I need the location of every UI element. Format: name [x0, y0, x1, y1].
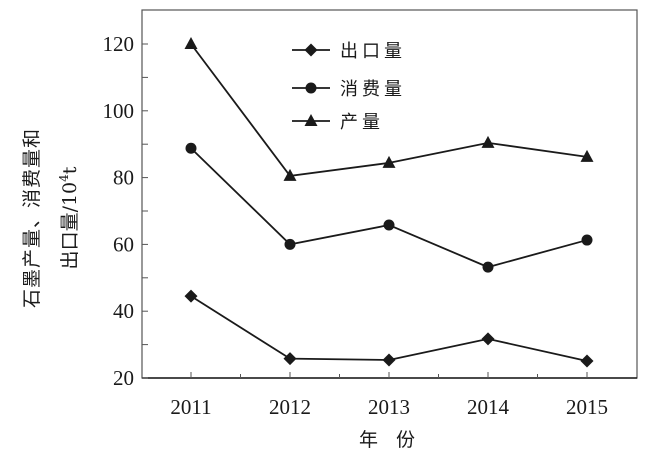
plot-frame [141, 9, 638, 379]
x-tick-label: 2014 [467, 395, 510, 419]
circle-marker-icon [581, 234, 593, 246]
legend-label: 出口量 [340, 41, 406, 62]
x-tick-label: 2015 [566, 395, 608, 419]
legend-item: 产量 [292, 112, 384, 133]
y-tick-label: 120 [103, 32, 135, 56]
series-circle [185, 142, 593, 273]
x-tick-label: 2011 [170, 395, 211, 419]
x-tick-label: 2012 [269, 395, 311, 419]
series-triangle [184, 37, 594, 181]
y-tick-label: 40 [113, 299, 134, 323]
x-tick-label: 2013 [368, 395, 410, 419]
legend-label: 产量 [340, 112, 384, 133]
circle-marker-icon [185, 142, 197, 154]
diamond-marker-icon [382, 353, 396, 367]
legend-item: 出口量 [292, 41, 406, 62]
y-tick-label: 20 [113, 366, 134, 390]
y-tick-label: 80 [113, 166, 134, 190]
diamond-marker-icon [184, 289, 198, 303]
y-axis-title-line2: 出口量/104t [57, 166, 81, 269]
y-tick-label: 100 [103, 99, 135, 123]
legend-item: 消费量 [292, 79, 406, 100]
y-tick-label: 60 [113, 232, 134, 256]
y-axis-title-line1: 石墨产量、消费量和 [21, 128, 43, 308]
x-axis: 2011 2012 2013 2014 2015 [170, 372, 608, 419]
circle-marker-icon [284, 238, 296, 250]
triangle-marker-icon [382, 155, 396, 168]
y-axis-title: 石墨产量、消费量和 [21, 128, 43, 308]
circle-marker-icon [383, 219, 395, 231]
diamond-marker-icon [481, 332, 495, 346]
y-axis-title-2: 出口量/104t [57, 166, 81, 269]
triangle-marker-icon [283, 168, 297, 181]
diamond-marker-icon [283, 352, 297, 366]
diamond-marker-icon [304, 43, 318, 57]
triangle-marker-icon [481, 135, 495, 148]
series-layer [184, 37, 594, 368]
diamond-marker-icon [580, 354, 594, 368]
x-axis-title: 年 份 [359, 429, 421, 451]
triangle-marker-icon [580, 149, 594, 162]
triangle-marker-icon [304, 114, 318, 126]
series-diamond [184, 289, 594, 368]
legend-label: 消费量 [340, 79, 406, 100]
y-axis: 20 40 60 80 100 120 [103, 32, 148, 390]
circle-marker-icon [305, 82, 317, 94]
triangle-marker-icon [184, 37, 198, 49]
circle-marker-icon [482, 261, 494, 273]
